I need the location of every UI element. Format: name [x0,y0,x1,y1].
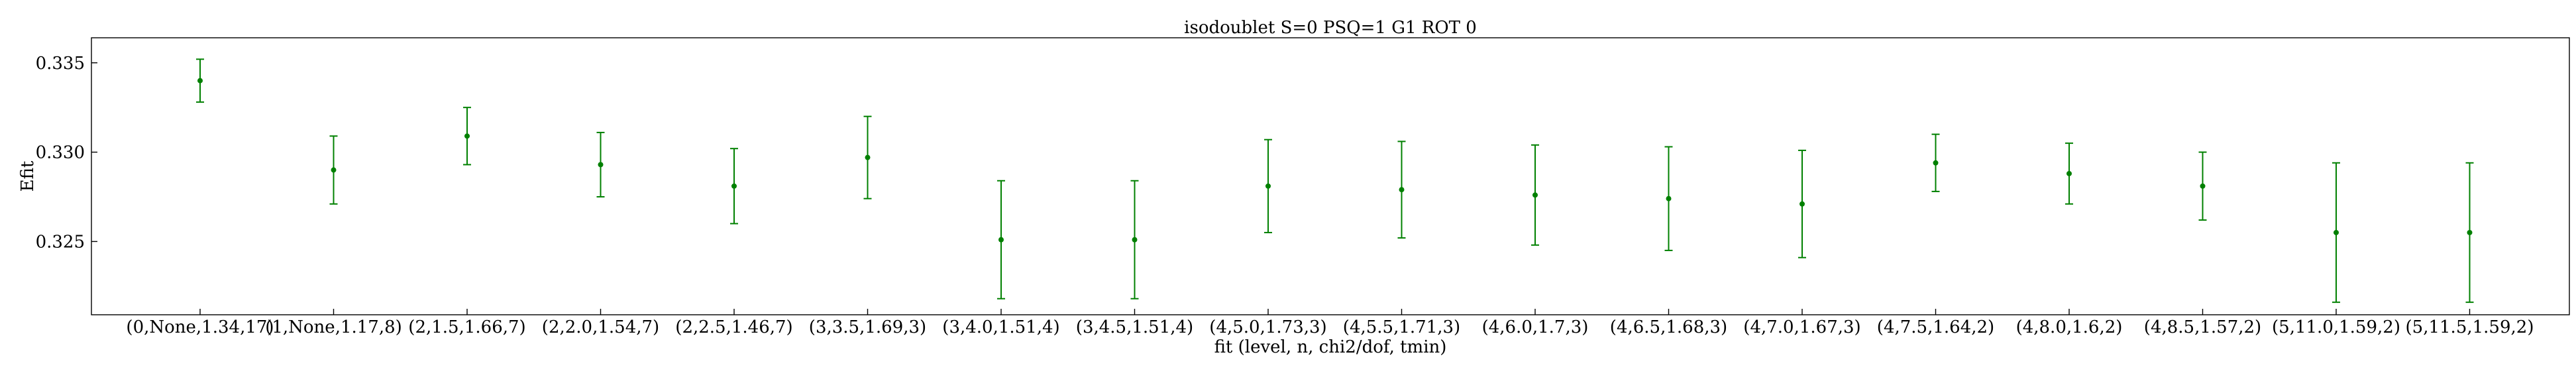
data-point-group [1531,144,1539,246]
x-tick-label: (5,11.0,1.59,2) [2272,317,2400,337]
x-tick-label: (2,2.0,1.54,7) [542,317,659,337]
data-point-group [2465,162,2474,303]
data-point [2200,183,2206,189]
data-point [331,167,337,173]
x-tick-label: (3,3.5,1.69,3) [809,317,926,337]
data-point-group [463,107,471,166]
x-tick-label: (4,7.5,1.64,2) [1877,317,1994,337]
y-tick-label: 0.330 [36,143,85,163]
data-point [197,78,203,83]
data-point [1265,183,1271,189]
data-point-group [997,180,1005,300]
x-axis-label: fit (level, n, chi2/dof, tmin) [1214,337,1447,357]
data-point-group [1931,133,1940,192]
x-tick-label: (1,None,1.17,8) [265,317,402,337]
data-point [1799,201,1805,207]
data-point-group [863,115,872,199]
data-point [2066,170,2072,176]
data-point-group [329,135,338,205]
x-axis-ticks: (0,None,1.34,17)(1,None,1.17,8) (2,1.5,1.… [126,309,2534,337]
plot-frame [91,37,2570,315]
data-point-group [1397,140,1406,239]
data-point [2334,229,2339,235]
x-tick-label: (4,5.5,1.71,3) [1343,317,1460,337]
data-point-group [2065,142,2073,205]
data-point-group [2332,162,2340,303]
x-tick-label: (4,8.0,1.6,2) [2016,317,2123,337]
chart-title: isodoublet S=0 PSQ=1 G1 ROT 0 [1184,18,1477,38]
data-point-group [730,148,738,225]
data-point [1933,160,1939,166]
data-point-group [2198,151,2207,221]
data-point [1666,195,1672,201]
y-axis-label: Efit [18,160,38,192]
x-tick-label: (2,1.5,1.66,7) [408,317,525,337]
data-point [1132,237,1138,243]
data-point [865,154,871,160]
y-tick-label: 0.325 [36,232,85,252]
x-tick-label: (4,7.0,1.67,3) [1743,317,1860,337]
data-point [598,162,604,168]
data-point [998,237,1004,243]
x-tick-label: (4,5.0,1.73,3) [1209,317,1326,337]
data-point [1399,187,1405,193]
y-tick-label: 0.335 [36,54,85,74]
data-point-group [196,58,204,103]
x-tick-label: (2,2.5,1.46,7) [675,317,792,337]
x-tick-label: (0,None,1.34,17) [126,317,274,337]
data-point-group [1264,138,1272,233]
x-tick-label: (3,4.5,1.51,4) [1076,317,1193,337]
y-axis-ticks: 0.325 0.330 0.335 [36,54,97,252]
data-point [464,133,470,139]
x-tick-label: (4,6.0,1.7,3) [1482,317,1589,337]
data-series [196,58,2474,303]
x-tick-label: (4,6.5,1.68,3) [1610,317,1727,337]
data-point-group [1130,180,1139,300]
data-point [731,183,737,189]
x-tick-label: (3,4.0,1.51,4) [942,317,1059,337]
data-point-group [1664,146,1673,251]
x-tick-label: (5,11.5,1.59,2) [2406,317,2534,337]
data-point-group [1798,149,1806,258]
data-point [2467,229,2473,235]
data-point-group [596,131,605,198]
x-tick-label: (4,8.5,1.57,2) [2144,317,2261,337]
data-point [1532,192,1538,198]
